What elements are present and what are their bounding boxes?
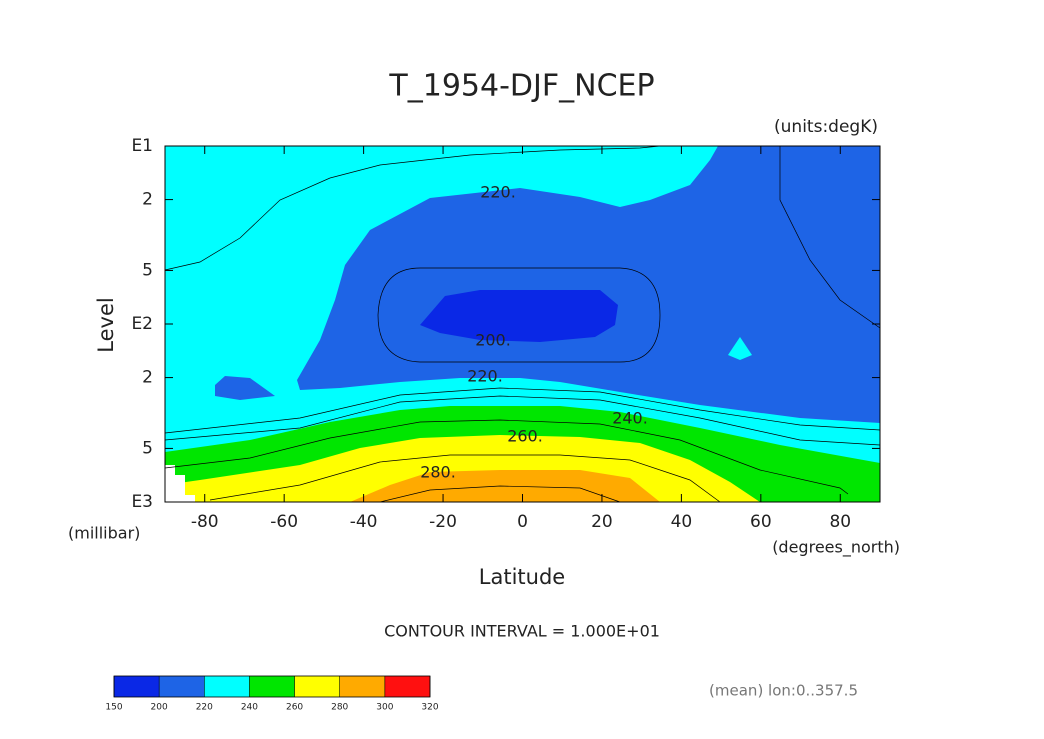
contour-line (379, 485, 621, 503)
x-tick-label: 60 (750, 512, 772, 532)
chart-title: T_1954-DJF_NCEP (388, 69, 654, 104)
y-tick-label: E2 (131, 314, 153, 334)
colorbar-band (384, 676, 430, 697)
contour-label: 260. (507, 427, 543, 446)
units-label: (units:degK) (774, 117, 878, 137)
x-tick-label: -80 (191, 512, 219, 532)
contour-interval: CONTOUR INTERVAL = 1.000E+01 (384, 622, 660, 641)
colorbar-label: 220 (196, 703, 213, 713)
contour-lines (164, 145, 881, 503)
contour-label: 200. (475, 331, 511, 350)
colorbar-label: 240 (241, 703, 258, 713)
contour-fill (215, 376, 275, 400)
x-tick-label: 40 (671, 512, 693, 532)
colorbar-label: 200 (151, 703, 168, 713)
missing-data (165, 465, 195, 502)
colorbar-band (339, 676, 385, 697)
colorbar-label: 280 (331, 703, 348, 713)
y-tick-label: 5 (142, 260, 153, 280)
contour-label: 280. (420, 463, 456, 482)
y-tick-label: E1 (131, 136, 153, 156)
contour-line (164, 145, 661, 271)
contour-line (164, 395, 881, 446)
colorbar-label: 300 (376, 703, 393, 713)
contour-fills (165, 146, 880, 502)
contour-line (209, 454, 721, 503)
contour-line (377, 267, 661, 363)
y-axis-label: Level (94, 297, 118, 352)
y-tick-label: 5 (142, 438, 153, 458)
contour-label: 240. (612, 409, 648, 428)
x-axis-label: Latitude (479, 565, 565, 589)
x-tick-label: 80 (829, 512, 851, 532)
x-tick-label: 20 (591, 512, 613, 532)
contour-fill (728, 337, 752, 360)
contour-label: 220. (467, 367, 503, 386)
colorbar-band (249, 676, 295, 697)
contour-fill (420, 290, 618, 342)
x-tick-label: -40 (350, 512, 378, 532)
contour-line (164, 387, 881, 434)
colorbar-label: 320 (421, 703, 438, 713)
colorbar-label: 150 (105, 703, 122, 713)
colorbar-band (114, 676, 160, 697)
x-axis-units: (degrees_north) (772, 538, 900, 558)
contour-label: 220. (480, 183, 516, 202)
y-tick-label: 2 (142, 190, 153, 210)
y-tick-label: E3 (131, 492, 153, 512)
colorbar-band (294, 676, 340, 697)
colorbar-band (204, 676, 250, 697)
contour-line (779, 146, 881, 329)
x-tick-label: 0 (517, 512, 528, 532)
contour-line (164, 419, 849, 495)
colorbar-label: 260 (286, 703, 303, 713)
y-axis-units: (millibar) (68, 524, 140, 543)
y-tick-label: 2 (142, 368, 153, 388)
colorbar-band (159, 676, 205, 697)
footnote: (mean) lon:0..357.5 (709, 682, 858, 700)
x-tick-label: -60 (270, 512, 298, 532)
x-tick-label: -20 (429, 512, 457, 532)
